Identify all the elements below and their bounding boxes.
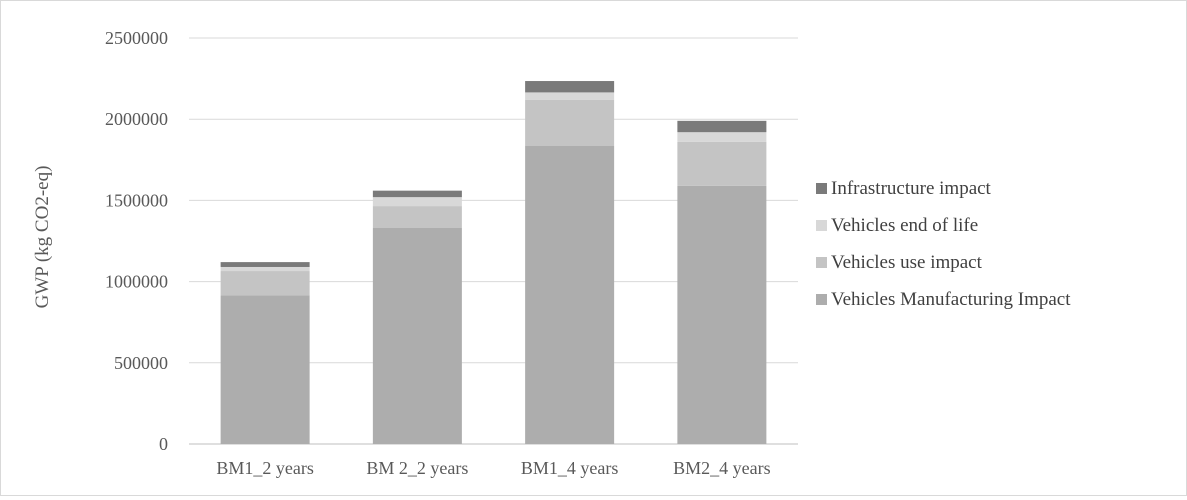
bars xyxy=(220,81,767,444)
bar-segment-infrastructure-impact xyxy=(677,120,767,133)
y-tick-label: 2000000 xyxy=(105,109,168,129)
y-tick-label: 500000 xyxy=(114,353,168,373)
y-tick-labels: 0 500000 1000000 1500000 2000000 2500000 xyxy=(105,28,168,454)
x-tick-label: BM2_4 years xyxy=(673,458,771,478)
y-tick-label: 0 xyxy=(159,434,168,454)
y-tick-label: 1500000 xyxy=(105,190,168,210)
legend-label: Vehicles use impact xyxy=(831,252,983,273)
legend-label: Vehicles end of life xyxy=(831,215,978,236)
bar-segment-vehicles-manufacturing-impact xyxy=(677,185,767,444)
x-tick-labels: BM1_2 years BM 2_2 years BM1_4 years BM2_4 … xyxy=(216,458,770,478)
bar-segment-infrastructure-impact xyxy=(372,190,462,198)
bar-segment-vehicles-use-impact xyxy=(220,271,310,296)
legend-swatch xyxy=(816,257,827,268)
bar-segment-vehicles-use-impact xyxy=(525,99,615,146)
x-tick-label: BM1_2 years xyxy=(216,458,314,478)
bar-segment-vehicles-manufacturing-impact xyxy=(372,228,462,444)
bar-segment-vehicles-use-impact xyxy=(372,206,462,229)
legend-swatch xyxy=(816,294,827,305)
legend: Infrastructure impact Vehicles end of lif… xyxy=(816,178,1071,310)
bar-segment-vehicles-end-of-life xyxy=(372,197,462,207)
x-tick-label: BM 2_2 years xyxy=(366,458,468,478)
bar-segment-vehicles-manufacturing-impact xyxy=(220,295,310,444)
legend-label: Infrastructure impact xyxy=(831,178,992,199)
legend-label: Vehicles Manufacturing Impact xyxy=(831,289,1071,310)
y-tick-label: 2500000 xyxy=(105,28,168,48)
bar-segment-infrastructure-impact xyxy=(220,262,310,267)
y-axis-title: GWP (kg CO2-eq) xyxy=(32,166,53,309)
bar-segment-vehicles-end-of-life xyxy=(677,132,767,142)
y-tick-label: 1000000 xyxy=(105,272,168,292)
legend-swatch xyxy=(816,220,827,231)
bar-segment-vehicles-use-impact xyxy=(677,141,767,186)
bar-segment-vehicles-end-of-life xyxy=(220,266,310,272)
bar-segment-vehicles-manufacturing-impact xyxy=(525,145,615,444)
bar-segment-vehicles-end-of-life xyxy=(525,92,615,100)
bar-segment-infrastructure-impact xyxy=(525,81,615,93)
x-tick-label: BM1_4 years xyxy=(521,458,619,478)
legend-swatch xyxy=(816,183,827,194)
